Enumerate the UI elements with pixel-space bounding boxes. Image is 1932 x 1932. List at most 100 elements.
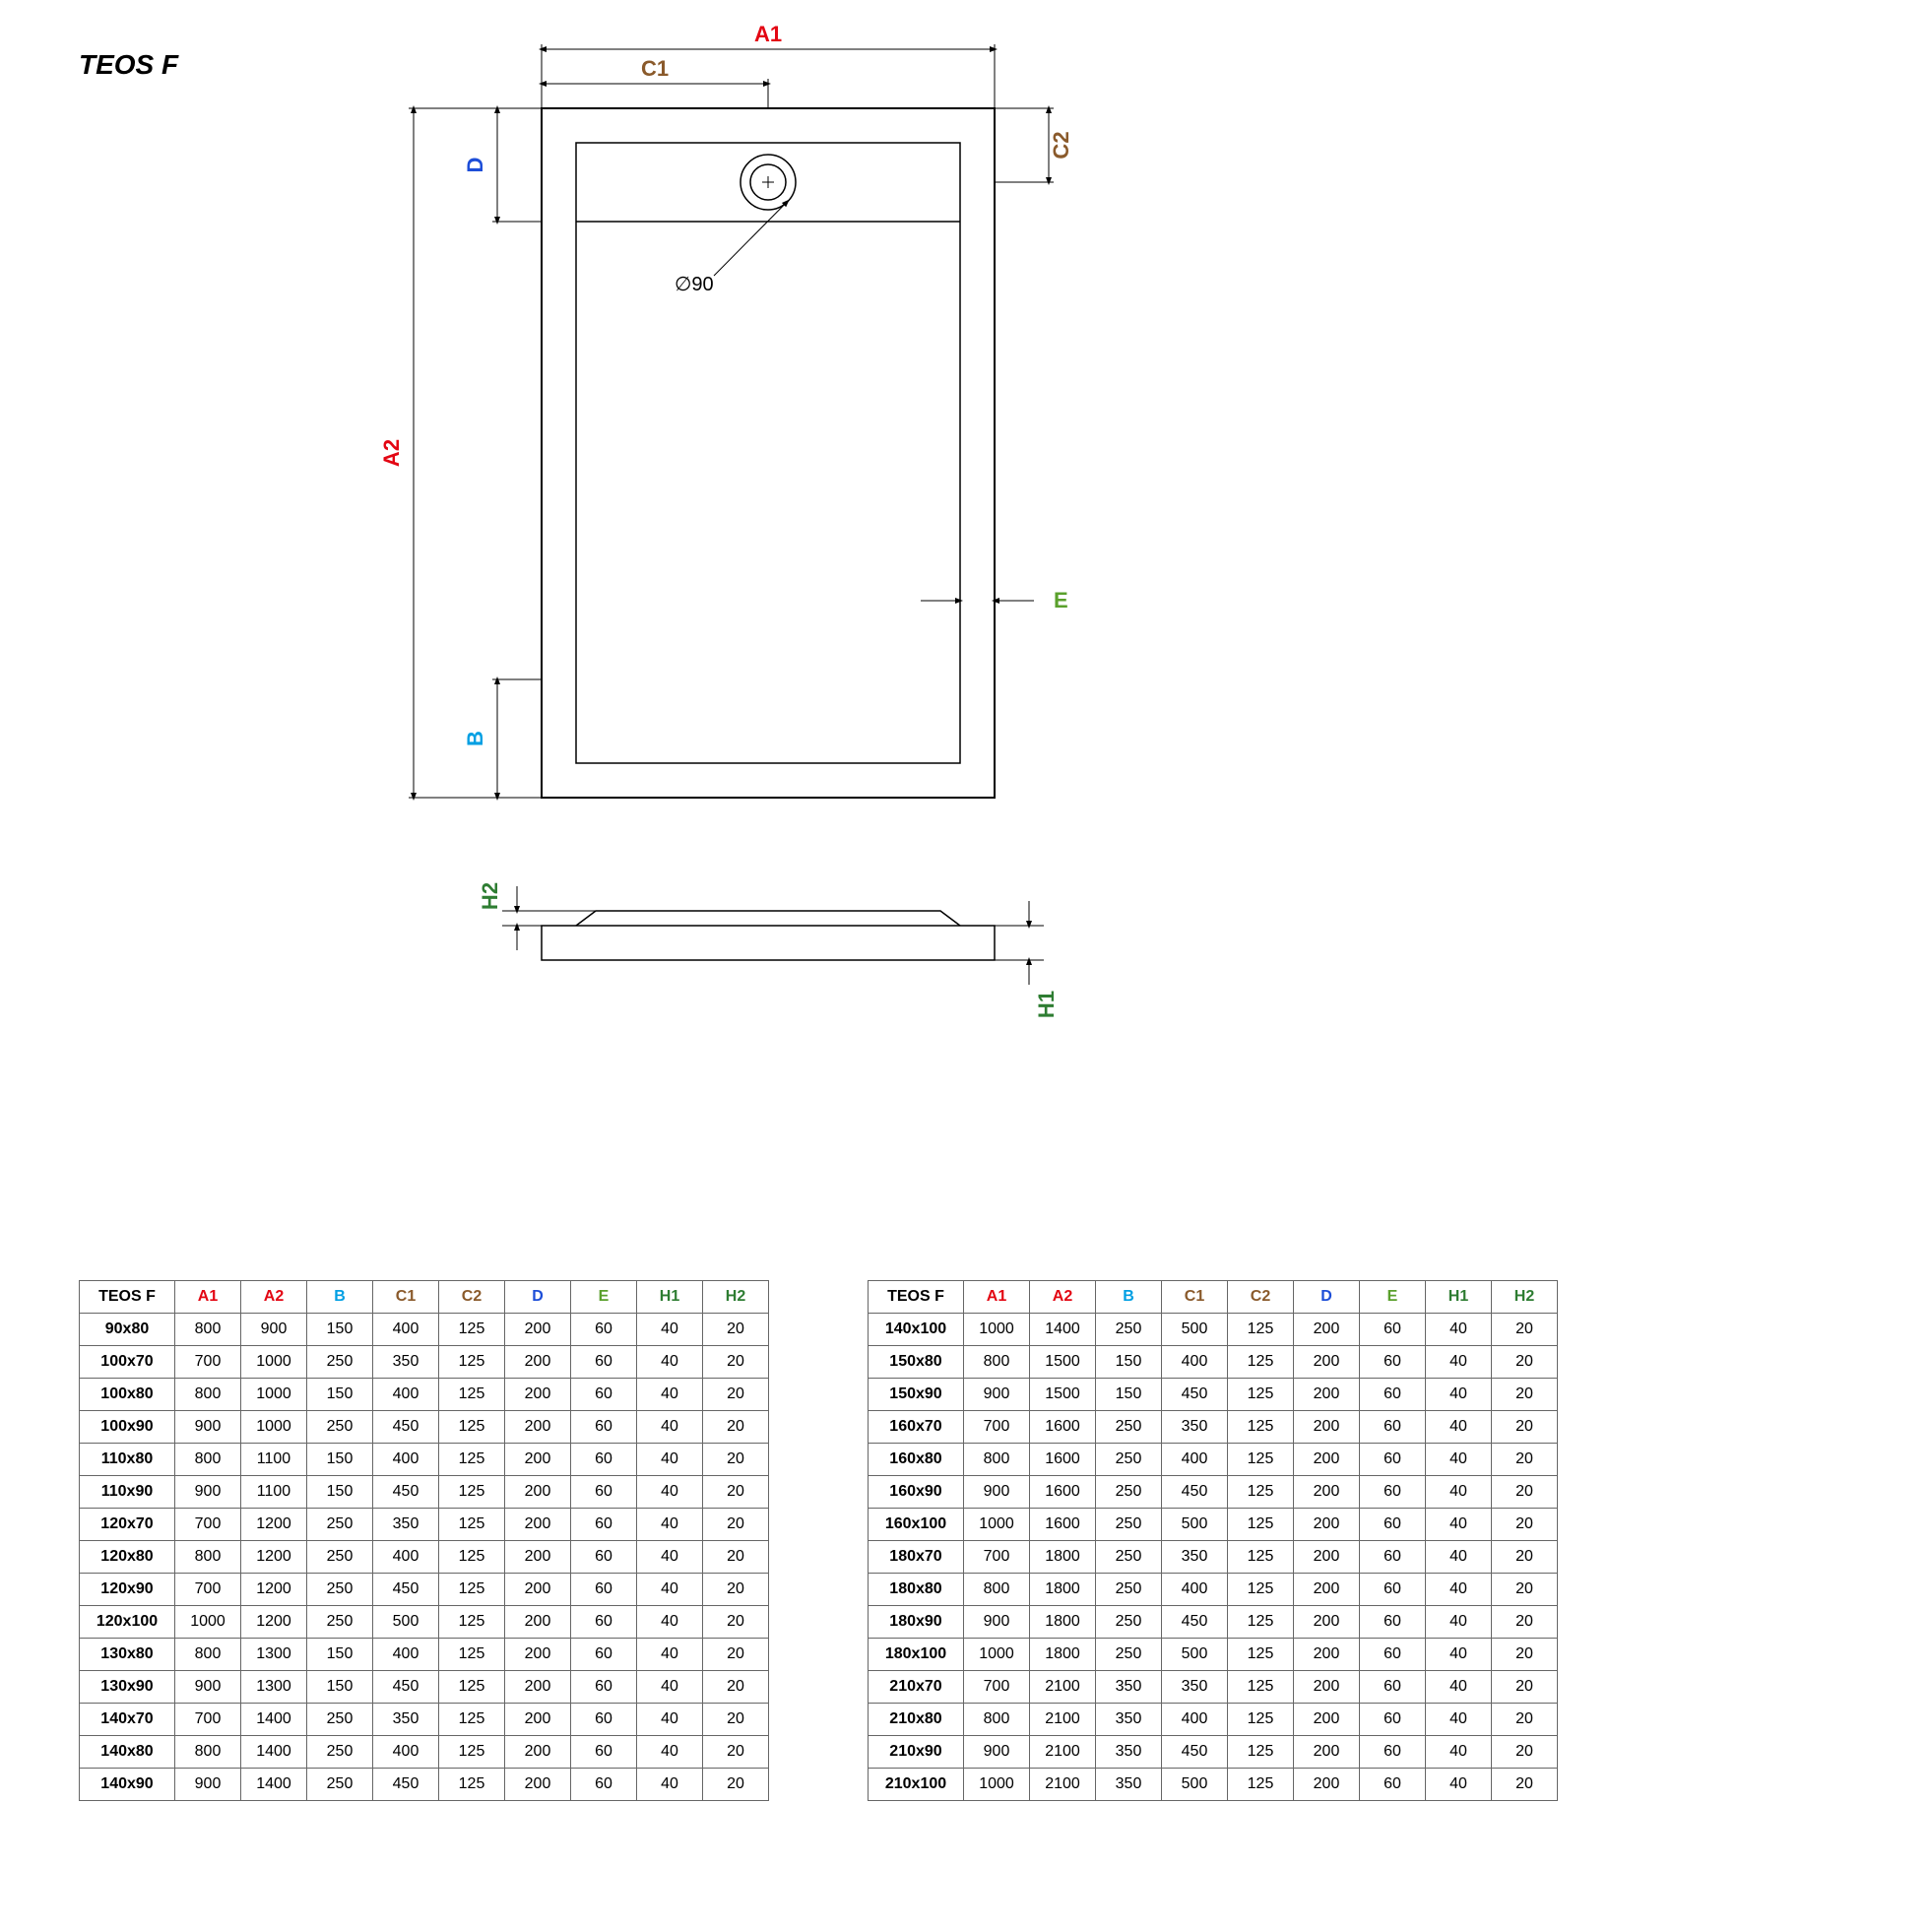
table-cell: 200 <box>1294 1639 1360 1671</box>
table-cell: 60 <box>571 1769 637 1801</box>
table-cell: 40 <box>1426 1704 1492 1736</box>
table-cell: 900 <box>175 1769 241 1801</box>
table-row: 90x80800900150400125200604020 <box>80 1314 769 1346</box>
table-header: C2 <box>1228 1281 1294 1314</box>
table-cell: 20 <box>703 1379 769 1411</box>
table-cell: 60 <box>571 1346 637 1379</box>
table-cell: 200 <box>1294 1704 1360 1736</box>
table-cell: 400 <box>1162 1444 1228 1476</box>
table-cell: 40 <box>1426 1509 1492 1541</box>
table-cell: 60 <box>571 1606 637 1639</box>
dimensions-table-1: TEOS FA1A2BC1C2DEH1H290x8080090015040012… <box>79 1280 769 1801</box>
table-cell: 350 <box>373 1509 439 1541</box>
table-cell: 150 <box>307 1639 373 1671</box>
table-cell: 125 <box>439 1314 505 1346</box>
table-cell: 450 <box>373 1769 439 1801</box>
table-cell: 800 <box>964 1574 1030 1606</box>
table-cell: 210x90 <box>869 1736 964 1769</box>
table-cell: 60 <box>1360 1379 1426 1411</box>
table-cell: 40 <box>637 1704 703 1736</box>
table-cell: 20 <box>1492 1314 1558 1346</box>
svg-text:H1: H1 <box>1034 991 1059 1018</box>
table-cell: 700 <box>175 1574 241 1606</box>
table-row: 100x909001000250450125200604020 <box>80 1411 769 1444</box>
table-cell: 250 <box>307 1606 373 1639</box>
table-cell: 60 <box>1360 1314 1426 1346</box>
table-cell: 120x100 <box>80 1606 175 1639</box>
table-cell: 400 <box>373 1736 439 1769</box>
table-cell: 450 <box>1162 1379 1228 1411</box>
table-cell: 125 <box>1228 1639 1294 1671</box>
table-cell: 200 <box>1294 1509 1360 1541</box>
table-cell: 1300 <box>241 1671 307 1704</box>
table-cell: 100x90 <box>80 1411 175 1444</box>
table-cell: 20 <box>703 1411 769 1444</box>
table-cell: 20 <box>1492 1574 1558 1606</box>
table-cell: 1000 <box>175 1606 241 1639</box>
table-cell: 400 <box>373 1444 439 1476</box>
table-cell: 60 <box>571 1704 637 1736</box>
table-cell: 150 <box>307 1314 373 1346</box>
table-cell: 1800 <box>1030 1541 1096 1574</box>
table-cell: 350 <box>1162 1411 1228 1444</box>
table-header: D <box>1294 1281 1360 1314</box>
table-cell: 125 <box>439 1509 505 1541</box>
table-cell: 250 <box>1096 1476 1162 1509</box>
table-cell: 20 <box>703 1444 769 1476</box>
table-cell: 900 <box>241 1314 307 1346</box>
table-cell: 180x70 <box>869 1541 964 1574</box>
table-cell: 140x100 <box>869 1314 964 1346</box>
table-cell: 125 <box>439 1411 505 1444</box>
table-cell: 60 <box>1360 1476 1426 1509</box>
table-cell: 450 <box>373 1476 439 1509</box>
dimension-tables: TEOS FA1A2BC1C2DEH1H290x8080090015040012… <box>79 1280 1558 1801</box>
table-cell: 500 <box>1162 1314 1228 1346</box>
table-cell: 200 <box>505 1541 571 1574</box>
table-cell: 125 <box>439 1444 505 1476</box>
table-cell: 250 <box>307 1411 373 1444</box>
table-cell: 800 <box>175 1379 241 1411</box>
table-cell: 40 <box>637 1671 703 1704</box>
table-cell: 800 <box>175 1444 241 1476</box>
table-header: D <box>505 1281 571 1314</box>
table-cell: 20 <box>1492 1476 1558 1509</box>
table-cell: 500 <box>373 1606 439 1639</box>
table-cell: 160x100 <box>869 1509 964 1541</box>
table-cell: 1000 <box>241 1379 307 1411</box>
table-cell: 800 <box>175 1314 241 1346</box>
table-cell: 20 <box>1492 1509 1558 1541</box>
table-cell: 125 <box>439 1639 505 1671</box>
table-cell: 350 <box>373 1346 439 1379</box>
table-row: 100x808001000150400125200604020 <box>80 1379 769 1411</box>
table-cell: 20 <box>703 1541 769 1574</box>
table-cell: 200 <box>1294 1769 1360 1801</box>
table-cell: 200 <box>505 1736 571 1769</box>
svg-text:E: E <box>1054 588 1068 612</box>
table-cell: 350 <box>1096 1671 1162 1704</box>
table-cell: 40 <box>637 1444 703 1476</box>
table-cell: 450 <box>373 1411 439 1444</box>
table-cell: 1500 <box>1030 1346 1096 1379</box>
table-cell: 200 <box>1294 1671 1360 1704</box>
table-cell: 100x80 <box>80 1379 175 1411</box>
table-cell: 125 <box>1228 1671 1294 1704</box>
table-cell: 20 <box>703 1606 769 1639</box>
table-cell: 125 <box>1228 1736 1294 1769</box>
table-cell: 125 <box>439 1379 505 1411</box>
table-cell: 200 <box>1294 1314 1360 1346</box>
table-cell: 40 <box>637 1606 703 1639</box>
table-cell: 20 <box>703 1671 769 1704</box>
table-cell: 1600 <box>1030 1476 1096 1509</box>
table-cell: 200 <box>505 1346 571 1379</box>
table-row: 140x10010001400250500125200604020 <box>869 1314 1558 1346</box>
table-cell: 700 <box>964 1541 1030 1574</box>
table-cell: 40 <box>1426 1606 1492 1639</box>
table-cell: 125 <box>1228 1411 1294 1444</box>
table-cell: 20 <box>1492 1639 1558 1671</box>
table-row: 120x907001200250450125200604020 <box>80 1574 769 1606</box>
table-cell: 500 <box>1162 1509 1228 1541</box>
table-cell: 500 <box>1162 1639 1228 1671</box>
table-cell: 400 <box>1162 1346 1228 1379</box>
table-cell: 400 <box>1162 1574 1228 1606</box>
table-cell: 200 <box>505 1606 571 1639</box>
